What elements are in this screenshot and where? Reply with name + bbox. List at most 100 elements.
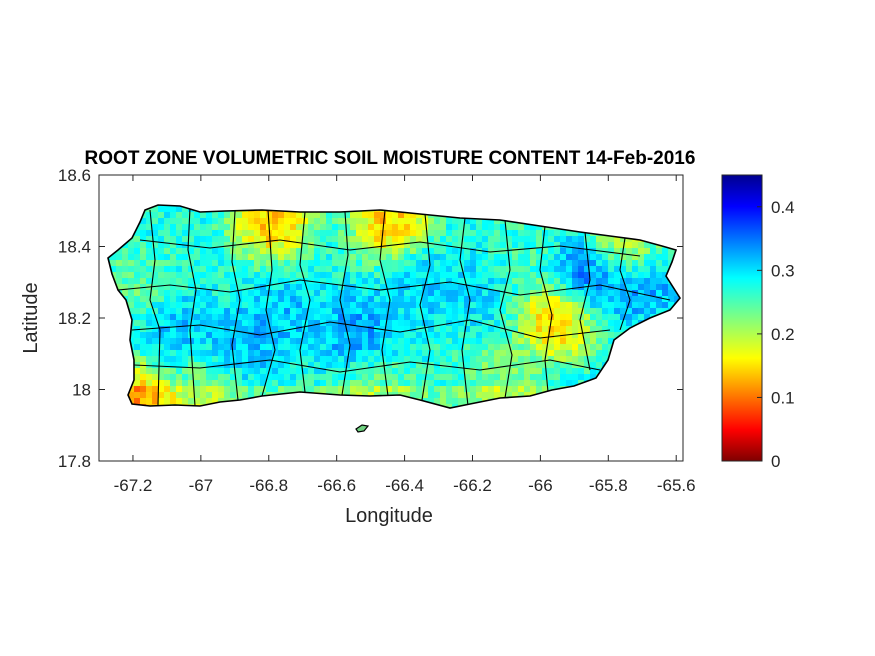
moisture-cell [182,296,189,303]
moisture-cell [218,308,225,315]
moisture-cell [380,362,387,369]
moisture-cell [620,296,627,303]
moisture-cell [236,356,243,363]
moisture-cell [230,278,237,285]
moisture-cell [494,296,501,303]
moisture-cell [524,380,531,387]
moisture-cell [578,290,585,297]
moisture-cell [302,302,309,309]
moisture-cell [434,236,441,243]
moisture-cell [176,314,183,321]
moisture-cell [416,248,423,255]
moisture-cell [374,296,381,303]
moisture-cell [440,344,447,351]
moisture-cell [266,374,273,381]
moisture-cell [176,326,183,333]
moisture-cell [296,236,303,243]
moisture-cell [272,272,279,279]
moisture-cell [500,284,507,291]
moisture-cell [404,248,411,255]
moisture-cell [572,260,579,267]
moisture-cell [206,278,213,285]
moisture-cell [218,380,225,387]
moisture-cell [452,344,459,351]
moisture-cell [404,374,411,381]
moisture-cell [218,224,225,231]
moisture-cell [224,284,231,291]
moisture-cell [452,272,459,279]
moisture-cell [212,248,219,255]
moisture-cell [614,284,621,291]
moisture-cell [314,224,321,231]
moisture-cell [200,302,207,309]
moisture-cell [164,308,171,315]
moisture-cell [482,326,489,333]
moisture-cell [488,296,495,303]
moisture-cell [350,302,357,309]
moisture-cell [266,362,273,369]
moisture-cell [476,350,483,357]
moisture-cell [302,278,309,285]
moisture-cell [464,230,471,237]
moisture-cell [224,392,231,399]
moisture-cell [176,296,183,303]
moisture-cell [122,254,129,261]
moisture-cell [368,380,375,387]
moisture-cell [236,368,243,375]
moisture-cell [242,230,249,237]
moisture-cell [128,284,135,291]
moisture-cell [128,302,135,309]
moisture-cell [470,296,477,303]
moisture-cell [290,218,297,225]
moisture-cell [452,338,459,345]
moisture-cell [182,350,189,357]
moisture-cell [428,284,435,291]
moisture-cell [536,278,543,285]
moisture-cell [404,308,411,315]
moisture-cell [302,212,309,219]
moisture-cell [392,314,399,321]
moisture-cell [494,236,501,243]
moisture-cell [428,374,435,381]
moisture-cell [290,302,297,309]
moisture-cell [518,290,525,297]
moisture-cell [440,392,447,399]
moisture-cell [308,356,315,363]
moisture-cell [434,260,441,267]
moisture-cell [290,236,297,243]
moisture-cell [296,308,303,315]
moisture-cell [260,320,267,327]
moisture-cell [446,398,453,405]
moisture-cell [590,266,597,273]
moisture-cell [146,344,153,351]
moisture-cell [170,290,177,297]
moisture-cell [350,356,357,363]
moisture-cell [434,290,441,297]
moisture-cell [458,368,465,375]
moisture-cell [176,320,183,327]
moisture-cell [326,326,333,333]
moisture-cell [404,314,411,321]
moisture-cell [506,236,513,243]
moisture-cell [566,254,573,261]
moisture-cell [248,242,255,249]
moisture-cell [488,368,495,375]
moisture-cell [506,362,513,369]
moisture-cell [140,380,147,387]
moisture-cell [494,344,501,351]
moisture-cell [122,260,129,267]
moisture-cell [182,248,189,255]
moisture-cell [506,344,513,351]
moisture-cell [560,350,567,357]
moisture-cell [542,242,549,249]
moisture-cell [338,362,345,369]
moisture-cell [368,296,375,303]
moisture-cell [452,374,459,381]
moisture-cell [416,362,423,369]
moisture-cell [410,272,417,279]
moisture-cell [242,326,249,333]
moisture-cell [188,236,195,243]
moisture-cell [308,254,315,261]
moisture-cell [542,386,549,393]
moisture-cell [380,236,387,243]
